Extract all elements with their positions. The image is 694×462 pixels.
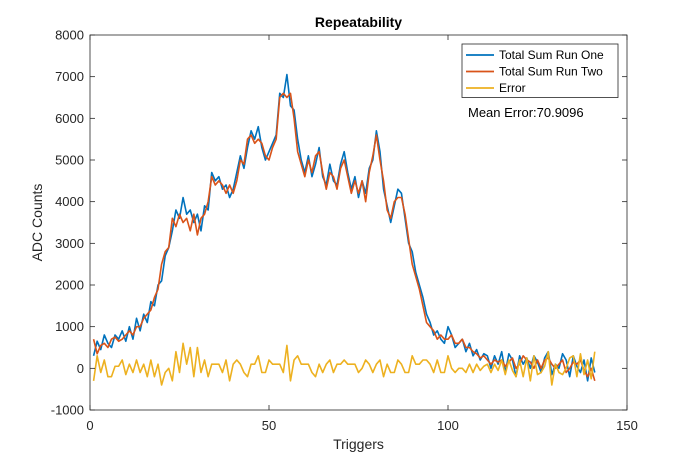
- y-tick-label: 1000: [55, 319, 84, 334]
- series-line-2: [92, 92, 596, 382]
- x-tick-label: 0: [86, 418, 93, 433]
- series-layer: [92, 73, 596, 386]
- mean-error-annotation: Mean Error:70.9096: [468, 105, 584, 120]
- series-line-3: [92, 342, 596, 386]
- y-tick-label: 2000: [55, 278, 84, 293]
- y-tick-label: -1000: [51, 403, 84, 418]
- y-tick-label: 5000: [55, 153, 84, 168]
- legend-label: Total Sum Run One: [499, 48, 604, 62]
- y-axis-title: ADC Counts: [29, 184, 45, 262]
- series-line-1: [92, 73, 596, 382]
- x-tick-label: 100: [437, 418, 459, 433]
- x-axis-title: Triggers: [333, 436, 384, 452]
- legend-label: Total Sum Run Two: [499, 65, 603, 79]
- ticks-layer: 0 50 100 150-100001000200030004000500060007…: [51, 28, 638, 434]
- chart-title: Repeatability: [315, 14, 402, 30]
- y-tick-label: 0: [77, 361, 84, 376]
- y-tick-label: 3000: [55, 236, 84, 251]
- y-tick-label: 4000: [55, 194, 84, 209]
- legend-label: Error: [499, 81, 526, 95]
- legend: Total Sum Run One Total Sum Run Two Error: [461, 43, 619, 98]
- x-tick-label: 150: [616, 418, 638, 433]
- y-tick-label: 6000: [55, 111, 84, 126]
- y-tick-label: 7000: [55, 69, 84, 84]
- x-tick-label: 50: [262, 418, 276, 433]
- y-tick-label: 8000: [55, 28, 84, 43]
